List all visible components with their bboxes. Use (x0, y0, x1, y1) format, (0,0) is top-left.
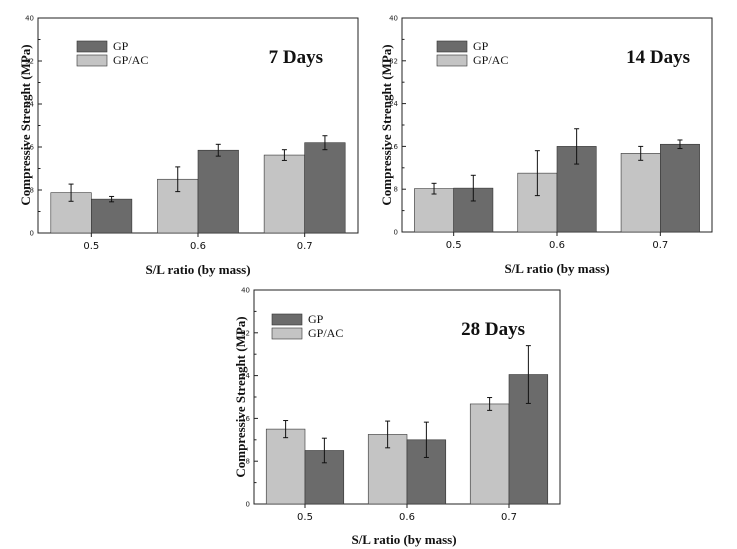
bar-gpac-0.7 (263, 154, 305, 234)
y-tick-label: 40 (389, 15, 398, 23)
y-tick-label: 32 (241, 329, 250, 337)
legend-swatch-gp (271, 313, 303, 326)
bar-gpac-0.5 (414, 188, 454, 233)
y-tick-label: 0 (30, 230, 34, 238)
y-tick-label: 32 (389, 57, 398, 65)
x-tick-label: 0.5 (83, 241, 99, 252)
y-tick-label: 16 (25, 144, 34, 152)
legend-label: GP (113, 39, 129, 53)
bar-gp-0.7 (304, 142, 346, 234)
legend-label: GP/AC (473, 53, 508, 67)
bar-gp-0.5 (91, 198, 133, 234)
chart-title: 14 Days (626, 47, 690, 68)
x-tick-label: 0.5 (446, 240, 462, 251)
chart-title: 7 Days (269, 47, 323, 68)
x-tick-label: 0.7 (501, 512, 517, 523)
x-tick-label: 0.6 (399, 512, 415, 523)
legend-label: GP (473, 39, 489, 53)
bar-gpac-0.5 (265, 428, 306, 505)
x-tick-label: 0.7 (297, 241, 313, 252)
y-tick-label: 40 (241, 287, 250, 295)
y-tick-label: 0 (394, 229, 398, 237)
legend-swatch-gp (76, 40, 108, 53)
y-tick-label: 32 (25, 58, 34, 66)
bar-gpac-0.7 (620, 153, 661, 233)
x-tick-label: 0.6 (549, 240, 565, 251)
legend-swatch-gpac (271, 327, 303, 340)
bar-gpac-0.7 (469, 403, 510, 505)
x-tick-label: 0.5 (297, 512, 313, 523)
y-tick-label: 24 (241, 372, 250, 380)
legend-swatch-gpac (436, 54, 468, 67)
y-tick-label: 0 (246, 501, 250, 509)
x-tick-label: 0.6 (190, 241, 206, 252)
bar-gp-0.7 (660, 143, 700, 233)
y-tick-label: 16 (241, 415, 250, 423)
y-tick-label: 16 (389, 143, 398, 151)
x-axis-label: S/L ratio (by mass) (504, 261, 609, 276)
x-tick-label: 0.7 (652, 240, 668, 251)
y-tick-label: 8 (394, 186, 398, 194)
y-tick-label: 24 (25, 101, 34, 109)
x-axis-label: S/L ratio (by mass) (145, 262, 250, 277)
x-axis-label: S/L ratio (by mass) (351, 532, 456, 547)
bar-gp-0.6 (197, 149, 239, 234)
y-tick-label: 8 (30, 187, 34, 195)
legend-label: GP/AC (308, 326, 343, 340)
legend-label: GP (308, 312, 324, 326)
chart-title: 28 Days (461, 319, 525, 340)
legend-swatch-gpac (76, 54, 108, 67)
y-axis-label: Compressive Strenght (MPa) (379, 44, 394, 205)
legend-label: GP/AC (113, 53, 148, 67)
y-tick-label: 8 (246, 458, 250, 466)
y-axis-label: Compressive Strenght (MPa) (233, 316, 248, 477)
y-tick-label: 40 (25, 15, 34, 23)
y-tick-label: 24 (389, 100, 398, 108)
legend-swatch-gp (436, 40, 468, 53)
y-axis-label: Compressive Strenght (MPa) (18, 44, 33, 205)
